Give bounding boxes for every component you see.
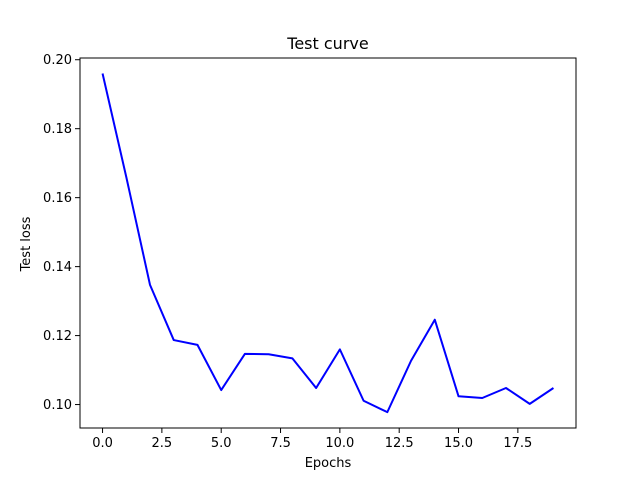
y-tick-label: 0.14 xyxy=(43,260,72,275)
x-tick-label: 15.0 xyxy=(444,436,473,451)
x-axis-label: Epochs xyxy=(305,456,352,471)
y-tick-label: 0.10 xyxy=(43,398,72,413)
y-tick-label: 0.12 xyxy=(43,329,72,344)
y-tick-label: 0.20 xyxy=(43,53,72,68)
plot-area: 0.0 2.5 5.0 7.5 10.0 12.5 15.0 17.5 0.10 0.12 0.14… xyxy=(43,53,577,451)
y-axis-label: Test loss xyxy=(19,216,34,272)
x-tick-label: 0.0 xyxy=(92,436,113,451)
series-line-0 xyxy=(101,73,555,414)
x-tick-label: 7.5 xyxy=(270,436,291,451)
chart-title: Test curve xyxy=(286,34,368,53)
x-tick-label: 2.5 xyxy=(152,436,173,451)
y-tick-label: 0.16 xyxy=(43,191,72,206)
x-tick-label: 12.5 xyxy=(385,436,414,451)
x-tick-label: 5.0 xyxy=(211,436,232,451)
y-tick-label: 0.18 xyxy=(43,122,72,137)
x-tick-label: 10.0 xyxy=(325,436,354,451)
plot-frame xyxy=(79,57,577,429)
x-tick-label: 17.5 xyxy=(503,436,532,451)
